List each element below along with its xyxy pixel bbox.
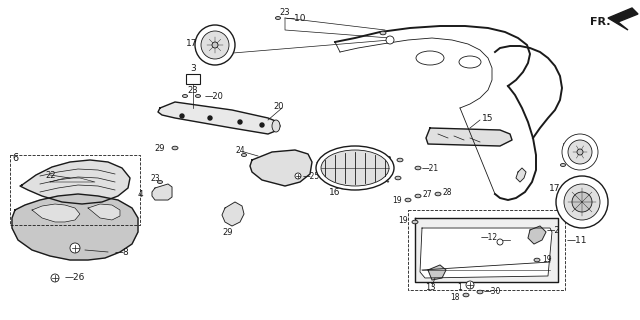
Text: 20: 20 <box>273 101 284 110</box>
Text: 23: 23 <box>150 173 160 182</box>
Polygon shape <box>20 160 130 204</box>
Circle shape <box>577 149 583 155</box>
Ellipse shape <box>275 17 280 20</box>
Text: —2: —2 <box>547 226 561 235</box>
Ellipse shape <box>395 176 401 180</box>
Circle shape <box>51 274 59 282</box>
Text: 3: 3 <box>190 63 196 73</box>
Circle shape <box>195 25 235 65</box>
Circle shape <box>562 134 598 170</box>
Text: 17: 17 <box>549 183 561 193</box>
Text: —5: —5 <box>316 157 331 166</box>
Ellipse shape <box>272 120 280 132</box>
Text: 22: 22 <box>45 171 56 180</box>
Polygon shape <box>516 168 526 182</box>
Circle shape <box>212 42 218 48</box>
Polygon shape <box>222 202 244 226</box>
Ellipse shape <box>321 150 389 186</box>
Text: 29: 29 <box>223 228 233 236</box>
Ellipse shape <box>195 94 200 98</box>
Polygon shape <box>250 150 312 186</box>
Ellipse shape <box>561 164 566 166</box>
Circle shape <box>208 116 212 120</box>
Ellipse shape <box>435 192 441 196</box>
Ellipse shape <box>463 293 469 297</box>
Ellipse shape <box>380 31 386 35</box>
Ellipse shape <box>172 146 178 150</box>
Polygon shape <box>420 228 552 278</box>
Text: 24: 24 <box>235 146 245 155</box>
Circle shape <box>386 36 394 44</box>
Circle shape <box>260 123 264 127</box>
Ellipse shape <box>397 158 403 162</box>
Text: 18: 18 <box>451 293 460 302</box>
Polygon shape <box>415 218 558 282</box>
Text: 4: 4 <box>138 189 143 198</box>
Text: —10: —10 <box>286 13 307 22</box>
Text: —12: —12 <box>481 233 498 242</box>
Ellipse shape <box>412 220 418 224</box>
Text: FR.: FR. <box>590 17 611 27</box>
Polygon shape <box>12 194 138 260</box>
Ellipse shape <box>459 56 481 68</box>
Text: —20: —20 <box>205 92 224 100</box>
Ellipse shape <box>316 146 394 190</box>
Text: 19: 19 <box>542 255 552 265</box>
Text: 18: 18 <box>383 156 392 164</box>
Ellipse shape <box>477 290 483 294</box>
Text: —8: —8 <box>115 247 130 257</box>
Circle shape <box>180 114 184 118</box>
Ellipse shape <box>241 154 246 156</box>
Circle shape <box>568 140 592 164</box>
Bar <box>186 74 200 84</box>
Text: 15: 15 <box>483 114 493 123</box>
Polygon shape <box>426 128 512 146</box>
Text: —9: —9 <box>566 138 580 147</box>
Circle shape <box>238 120 242 124</box>
Text: 27: 27 <box>422 189 431 198</box>
Polygon shape <box>88 204 120 220</box>
Polygon shape <box>32 204 80 222</box>
Polygon shape <box>152 184 172 200</box>
Text: —11: —11 <box>567 236 588 244</box>
Text: —23: —23 <box>568 161 585 170</box>
Circle shape <box>295 173 301 179</box>
Text: 28: 28 <box>442 188 451 196</box>
Text: 13: 13 <box>425 284 435 292</box>
Polygon shape <box>528 226 546 244</box>
Text: 23: 23 <box>188 85 198 94</box>
Text: 29: 29 <box>154 143 165 153</box>
Circle shape <box>70 243 80 253</box>
Polygon shape <box>428 265 446 280</box>
Ellipse shape <box>534 258 540 262</box>
Ellipse shape <box>405 198 411 202</box>
Text: —30: —30 <box>484 287 501 297</box>
Circle shape <box>497 239 503 245</box>
Circle shape <box>564 184 600 220</box>
Ellipse shape <box>415 194 421 198</box>
Text: 17: 17 <box>186 38 198 47</box>
Text: 19: 19 <box>398 215 408 225</box>
Text: 23: 23 <box>280 7 291 17</box>
Text: 19: 19 <box>392 196 402 204</box>
Text: 6: 6 <box>12 153 18 163</box>
Text: 14: 14 <box>380 175 390 185</box>
Circle shape <box>556 176 608 228</box>
Text: 16: 16 <box>329 188 340 196</box>
Ellipse shape <box>416 51 444 65</box>
Ellipse shape <box>182 94 188 98</box>
Ellipse shape <box>415 166 421 170</box>
Ellipse shape <box>157 180 163 183</box>
Text: —21: —21 <box>422 164 439 172</box>
Text: 1: 1 <box>457 283 462 292</box>
Circle shape <box>572 192 592 212</box>
Text: —26: —26 <box>65 274 85 283</box>
Circle shape <box>201 31 229 59</box>
Polygon shape <box>608 8 638 30</box>
Circle shape <box>466 281 474 289</box>
Polygon shape <box>158 102 280 134</box>
Text: —25: —25 <box>303 172 320 180</box>
